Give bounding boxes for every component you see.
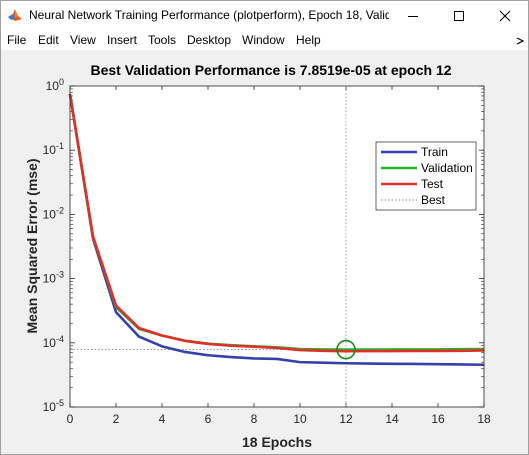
menu-view[interactable]: View [70,33,96,47]
window-title: Neural Network Training Performance (plo… [29,8,389,22]
x-tick-label: 16 [431,412,445,426]
y-tick-label: 10-2 [43,205,64,221]
best-marker[interactable] [336,339,356,360]
legend-validation-label: Validation [421,161,473,175]
legend-box [375,141,477,211]
maximize-icon [454,10,464,21]
legend-test-label: Test [421,177,444,191]
x-axis-label: 18 Epochs [242,434,312,450]
figure-area: Best Validation Performance is 7.8519e-0… [1,50,528,454]
menu-edit[interactable]: Edit [38,33,59,47]
y-axis-label: Mean Squared Error (mse) [24,158,40,333]
train-series-line[interactable] [68,93,485,367]
chart-title: Best Validation Performance is 7.8519e-0… [90,62,451,78]
y-tick-label: 10-3 [43,270,64,286]
minimize-button[interactable] [390,1,436,30]
y-tick-label: 10-1 [43,141,64,157]
legend[interactable]: Train Validation Test Best [375,141,477,211]
x-tick-label: 10 [293,412,307,426]
y-tick-label: 10-5 [43,398,64,414]
performance-chart[interactable]: Best Validation Performance is 7.8519e-0… [1,50,528,454]
legend-train-label: Train [421,145,448,159]
y-tick-label: 10-4 [43,334,64,350]
menu-file[interactable]: File [7,33,27,47]
menu-bar: File Edit View Insert Tools Desktop Wind… [1,30,528,50]
menu-window[interactable]: Window [242,33,285,47]
menu-desktop[interactable]: Desktop [187,33,232,47]
menu-insert[interactable]: Insert [107,33,138,47]
menu-help[interactable]: Help [296,33,321,47]
maximize-button[interactable] [436,1,482,30]
matlab-logo-icon [8,9,22,21]
x-tick-label: 6 [205,412,212,426]
x-tick-label: 12 [339,412,353,426]
x-tick-label: 8 [251,412,258,426]
minimize-icon [408,15,418,17]
menu-tools[interactable]: Tools [148,33,177,47]
legend-best-label: Best [421,193,446,207]
title-bar[interactable]: Neural Network Training Performance (plo… [1,1,528,30]
close-icon [499,10,511,21]
y-tick-label: 100 [46,77,64,93]
x-tick-label: 14 [385,412,399,426]
close-button[interactable] [482,1,528,30]
x-tick-label: 2 [113,412,120,426]
plot-area[interactable] [70,86,484,407]
x-tick-label: 0 [67,412,74,426]
plot-frame [69,85,485,408]
test-series-line[interactable] [68,93,485,353]
x-tick-label: 18 [477,412,491,426]
dock-arrow-icon[interactable] [515,36,525,46]
x-tick-label: 4 [159,412,166,426]
